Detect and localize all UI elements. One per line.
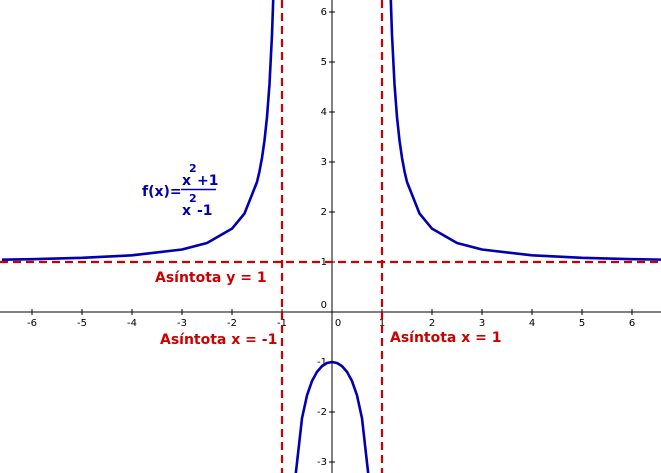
y-tick-label: 3: [321, 157, 327, 168]
formula-base: x: [182, 203, 191, 219]
formula-base: x: [182, 173, 191, 189]
x-tick-label: -4: [127, 318, 137, 329]
y-tick-label: 0: [321, 300, 327, 311]
x-tick-label: 1: [379, 318, 385, 329]
formula: f(x)= x 2 +1 x 2 -1: [142, 162, 218, 219]
x-tick-label: 2: [429, 318, 435, 329]
formula-lhs: f(x)=: [142, 184, 182, 200]
x-tick-label: 5: [579, 318, 585, 329]
x-tick-label: -1: [277, 318, 287, 329]
formula-exponent: 2: [189, 192, 197, 205]
x-tick-label: -5: [77, 318, 87, 329]
y-tick-label: -3: [317, 457, 327, 468]
y-tick-label: 6: [321, 7, 327, 18]
y-tick-label: -2: [317, 407, 327, 418]
formula-term: -1: [197, 203, 213, 219]
y-tick-label: 2: [321, 207, 327, 218]
x-tick-label: 6: [629, 318, 635, 329]
formula-term: +1: [197, 173, 218, 189]
y-tick-label: 5: [321, 57, 327, 68]
formula-exponent: 2: [189, 162, 197, 175]
x-tick-label: -2: [227, 318, 237, 329]
x-tick-label: 3: [479, 318, 485, 329]
asymptote-label: Asíntota x = 1: [390, 330, 502, 346]
x-tick-label: 4: [529, 318, 535, 329]
y-tick-label: -1: [317, 357, 327, 368]
x-tick-label: -6: [27, 318, 37, 329]
x-tick-label: 0: [335, 318, 341, 329]
asymptote-label: Asíntota y = 1: [155, 270, 267, 286]
asymptote-label: Asíntota x = -1: [160, 332, 277, 348]
x-tick-label: -3: [177, 318, 187, 329]
y-tick-label: 4: [321, 107, 327, 118]
y-tick-label: 1: [321, 257, 327, 268]
